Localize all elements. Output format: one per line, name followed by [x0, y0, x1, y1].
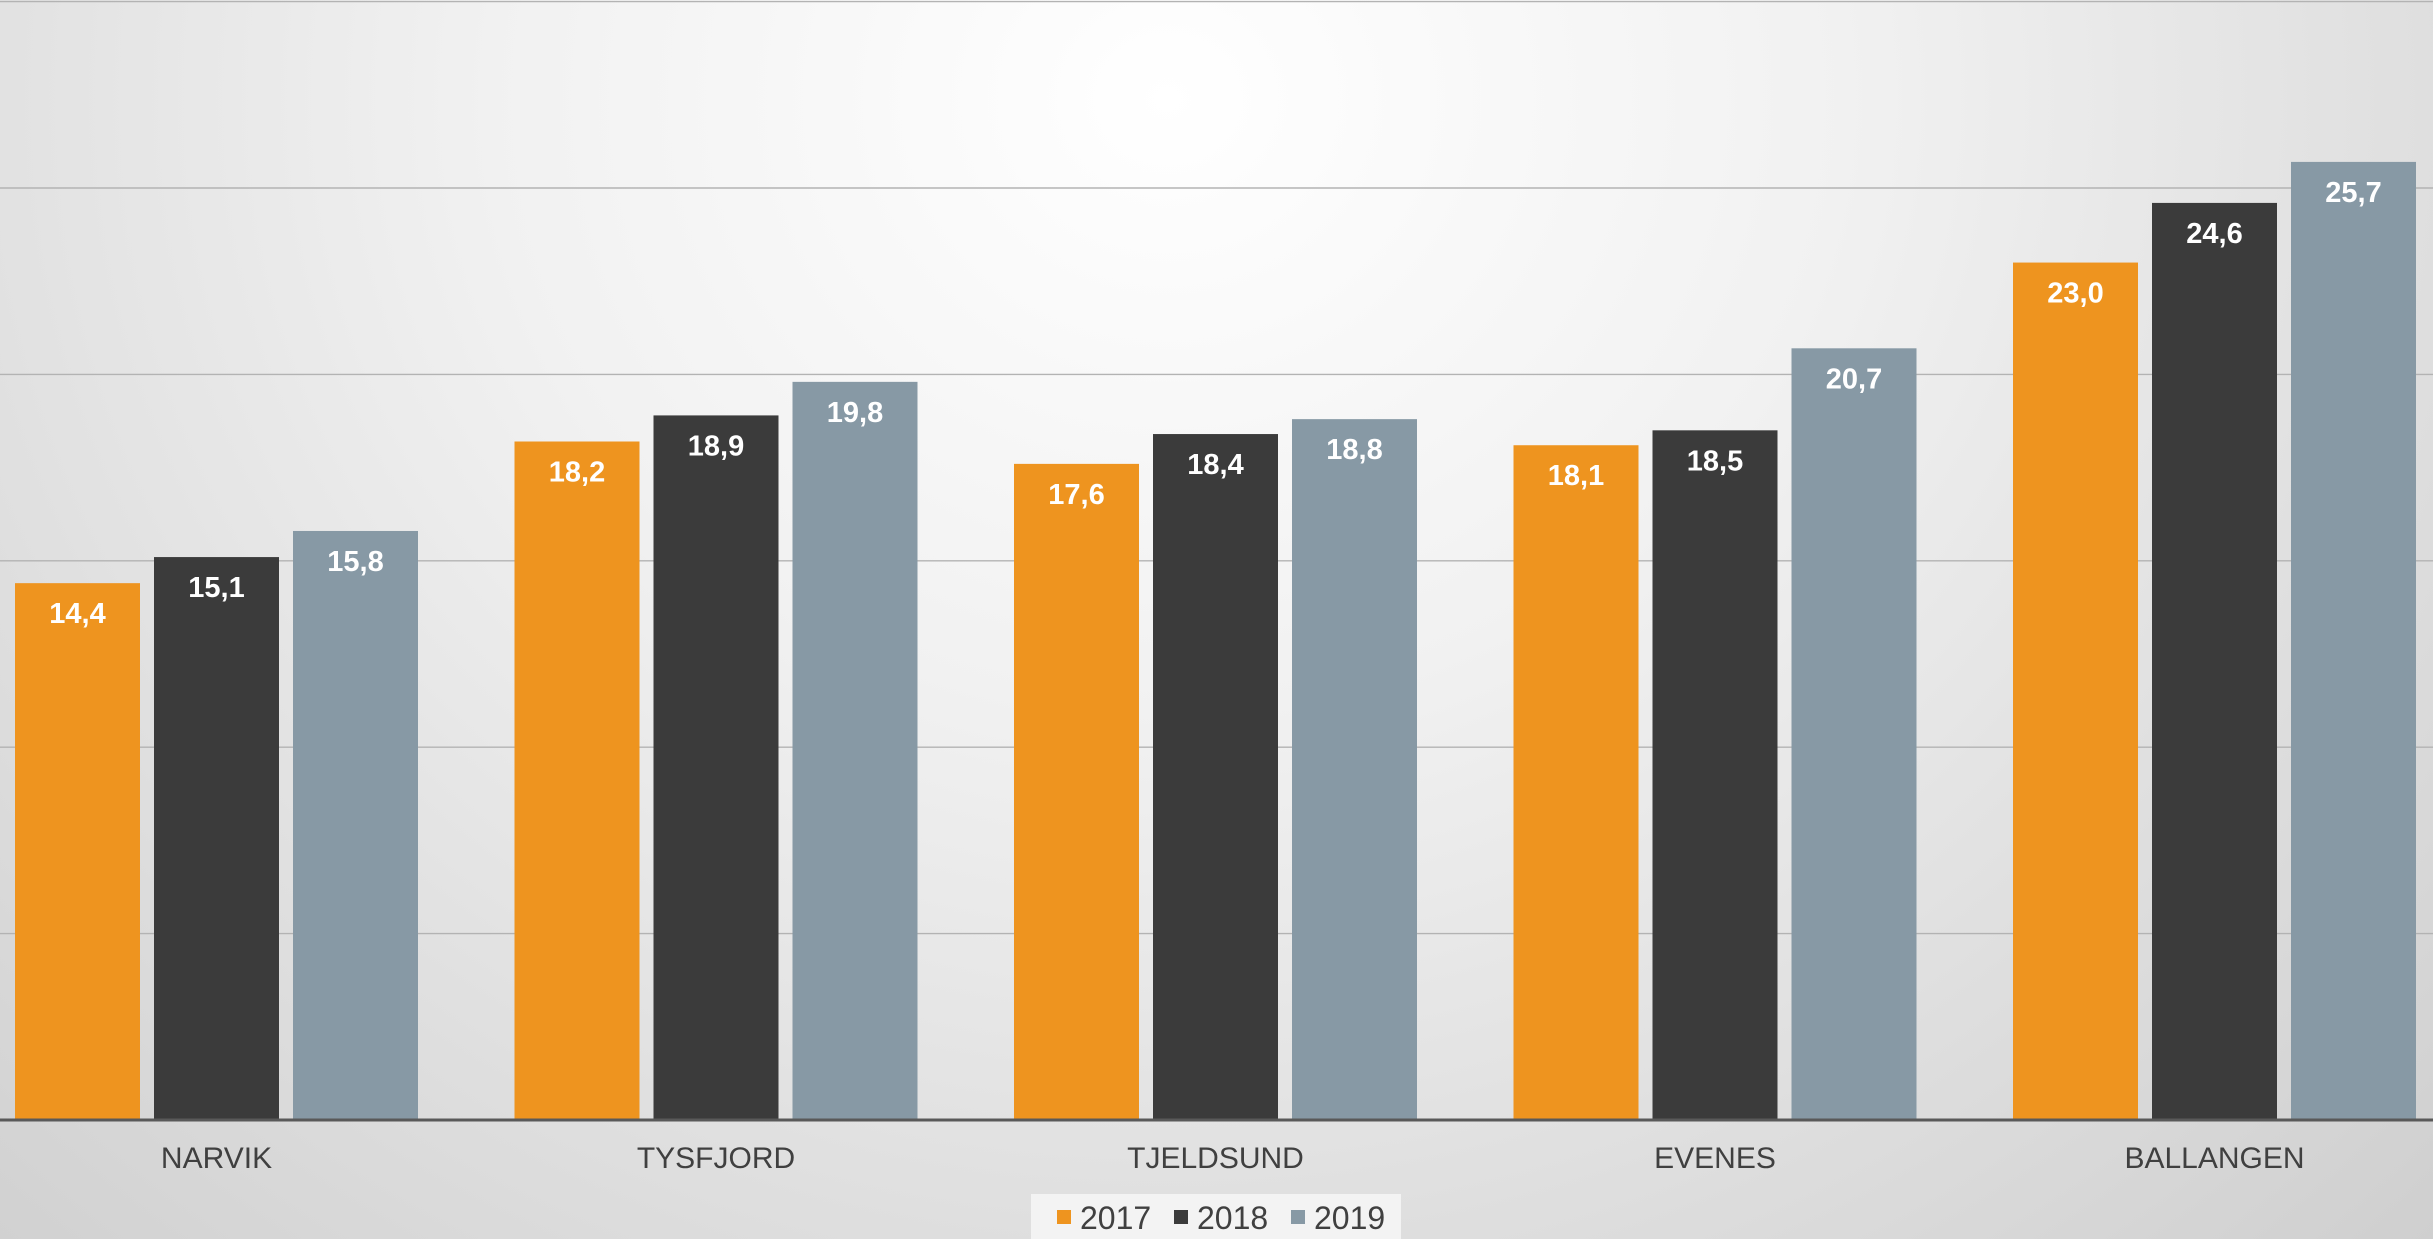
legend-label: 2018 — [1197, 1200, 1268, 1236]
value-label: 18,2 — [549, 457, 605, 489]
value-label: 18,8 — [1326, 434, 1382, 466]
value-label: 14,4 — [49, 598, 105, 630]
legend-label: 2017 — [1080, 1200, 1151, 1236]
category-label: BALLANGEN — [2124, 1142, 2304, 1175]
bar-ballangen-2017 — [2013, 262, 2138, 1120]
legend-swatch-2019 — [1291, 1210, 1305, 1224]
legend-box — [1031, 1194, 1401, 1239]
bars — [15, 161, 2416, 1121]
bar-tysfjord-2018 — [653, 415, 779, 1121]
value-label: 25,7 — [2325, 177, 2381, 209]
bar-tjeldsund-2017 — [1014, 463, 1139, 1120]
bar-tysfjord-2019 — [792, 381, 918, 1121]
value-label: 17,6 — [1048, 479, 1104, 511]
value-label: 18,1 — [1548, 460, 1604, 492]
category-label: EVENES — [1654, 1142, 1776, 1175]
bar-evenes-2018 — [1652, 430, 1778, 1120]
bar-narvik-2017 — [15, 583, 140, 1120]
category-label: TYSFJORD — [637, 1142, 795, 1175]
bar-tjeldsund-2019 — [1292, 419, 1417, 1120]
bar-narvik-2018 — [154, 557, 279, 1120]
bar-evenes-2019 — [1791, 348, 1917, 1121]
category-label: NARVIK — [161, 1142, 272, 1175]
value-label: 24,6 — [2186, 218, 2242, 250]
value-label: 15,8 — [327, 546, 383, 578]
value-label: 20,7 — [1826, 363, 1882, 395]
bar-ballangen-2018 — [2152, 202, 2277, 1121]
legend-swatch-2017 — [1057, 1210, 1071, 1224]
value-label: 18,4 — [1187, 449, 1243, 481]
bar-ballangen-2019 — [2291, 161, 2416, 1121]
value-label: 23,0 — [2047, 278, 2103, 310]
value-label: 18,5 — [1687, 445, 1743, 477]
category-label: TJELDSUND — [1127, 1142, 1304, 1175]
value-label: 18,9 — [688, 430, 744, 462]
bar-narvik-2019 — [293, 530, 418, 1120]
legend-swatch-2018 — [1174, 1210, 1188, 1224]
bar-tjeldsund-2018 — [1153, 434, 1278, 1121]
bar-evenes-2017 — [1513, 445, 1639, 1120]
legend-label: 2019 — [1314, 1200, 1385, 1236]
bar-tysfjord-2017 — [514, 441, 640, 1120]
value-labels: 14,4 15,1 15,8 18,2 18,9 19,8 17,6 18,4 18,8 18,1… — [49, 177, 2381, 630]
category-labels: NARVIK TYSFJORD TJELDSUND EVENES BALLANGEN — [161, 1142, 2305, 1175]
legend: 2017 2018 2019 — [1031, 1194, 1401, 1239]
value-label: 15,1 — [188, 572, 244, 604]
value-label: 19,8 — [827, 397, 883, 429]
